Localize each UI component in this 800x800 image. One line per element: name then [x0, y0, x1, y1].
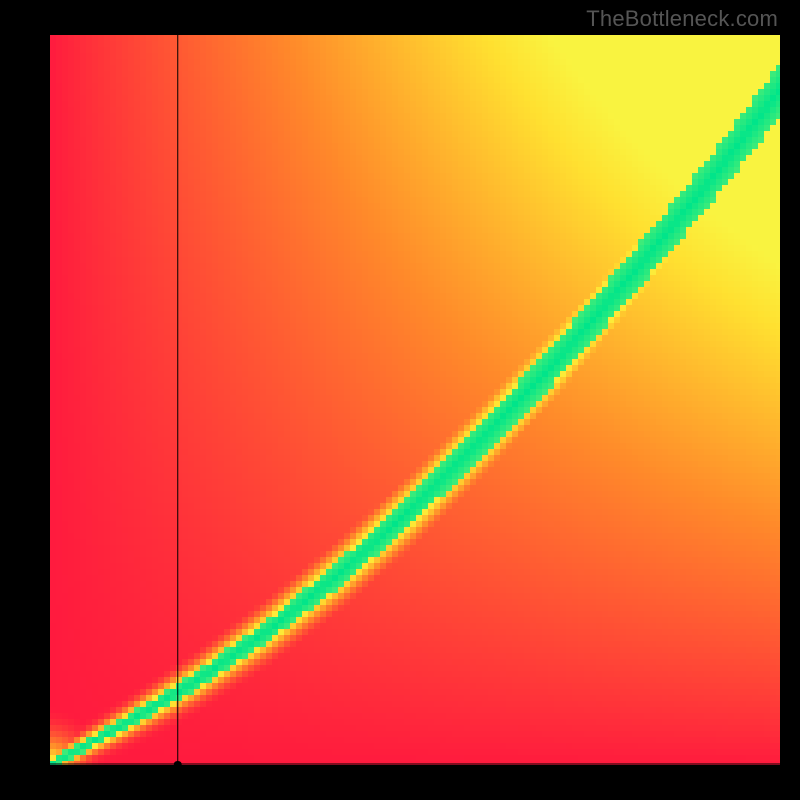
heatmap-canvas-wrap: [0, 0, 800, 800]
chart-container: { "watermark": { "text": "TheBottleneck.…: [0, 0, 800, 800]
heatmap-canvas: [0, 0, 800, 800]
watermark-text: TheBottleneck.com: [586, 6, 778, 32]
